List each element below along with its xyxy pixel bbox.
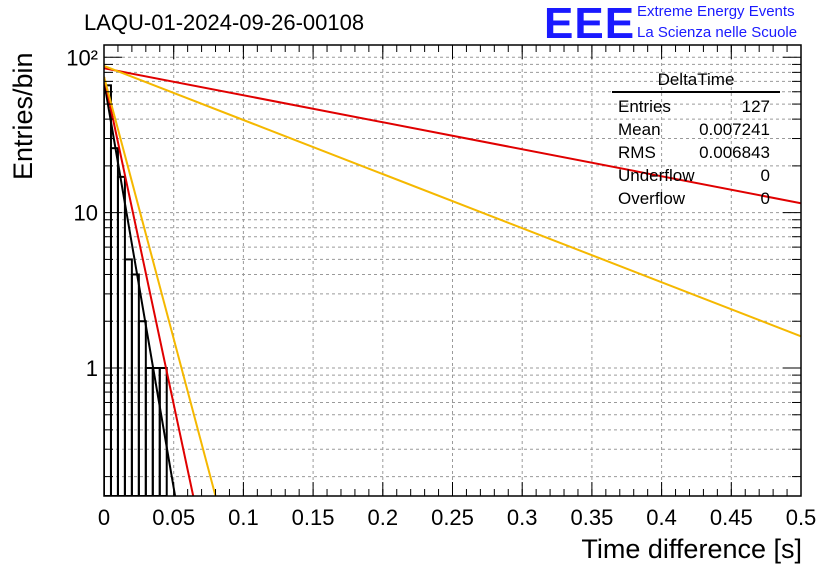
x-tick-label: 0.5 [786, 505, 817, 530]
stats-box: DeltaTime Entries 127 Mean 0.007241 RMS … [612, 70, 780, 210]
x-tick-label: 0.45 [710, 505, 753, 530]
fit-line [104, 81, 177, 496]
x-tick-label: 0.05 [152, 505, 195, 530]
x-tick-label: 0.35 [570, 505, 613, 530]
y-axis-label: Entries/bin [8, 52, 38, 180]
stats-label: Underflow [618, 166, 695, 185]
stats-value: 0 [760, 189, 770, 208]
x-tick-label: 0.4 [646, 505, 677, 530]
histogram-bar [104, 84, 112, 496]
stats-title: DeltaTime [612, 70, 780, 93]
stats-label: Entries [618, 97, 671, 116]
stats-value: 127 [741, 97, 770, 116]
stats-row-entries: Entries 127 [612, 95, 780, 118]
stats-row-rms: RMS 0.006843 [612, 141, 780, 164]
y-tick-label: 10 [74, 201, 98, 226]
histogram-bar [130, 273, 140, 496]
histogram-bar [158, 367, 168, 496]
x-axis-label: Time difference [s] [581, 534, 802, 564]
eee-logo: EEE [544, 0, 636, 48]
histogram-bar [123, 258, 133, 496]
stats-row-underflow: Underflow 0 [612, 164, 780, 187]
stats-row-overflow: Overflow 0 [612, 187, 780, 210]
x-tick-label: 0.1 [228, 505, 259, 530]
x-tick-label: 0.2 [368, 505, 399, 530]
histogram-bar [116, 175, 126, 496]
stats-row-mean: Mean 0.007241 [612, 118, 780, 141]
logo-subtitle-1: Extreme Energy Events [637, 3, 795, 20]
fit-line [104, 67, 801, 205]
run-title: LAQU-01-2024-09-26-00108 [84, 10, 365, 35]
stats-label: Mean [618, 120, 661, 139]
y-tick-label: 1 [86, 356, 98, 381]
fit-line [104, 64, 801, 338]
x-tick-label: 0.3 [507, 505, 538, 530]
x-tick-label: 0.25 [431, 505, 474, 530]
y-tick-label: 10² [66, 45, 98, 70]
stats-value: 0.006843 [699, 143, 770, 162]
fit-line [104, 76, 217, 496]
stats-label: Overflow [618, 189, 686, 208]
stats-label: RMS [618, 143, 656, 162]
x-tick-label: 0.15 [292, 505, 335, 530]
fit-line [104, 76, 195, 496]
x-tick-label: 0 [98, 505, 110, 530]
stats-value: 0 [760, 166, 770, 185]
logo-subtitle-2: La Scienza nelle Scuole [637, 24, 798, 41]
histogram-bar [137, 320, 147, 496]
stats-value: 0.007241 [699, 120, 770, 139]
histogram-bar [109, 147, 119, 496]
